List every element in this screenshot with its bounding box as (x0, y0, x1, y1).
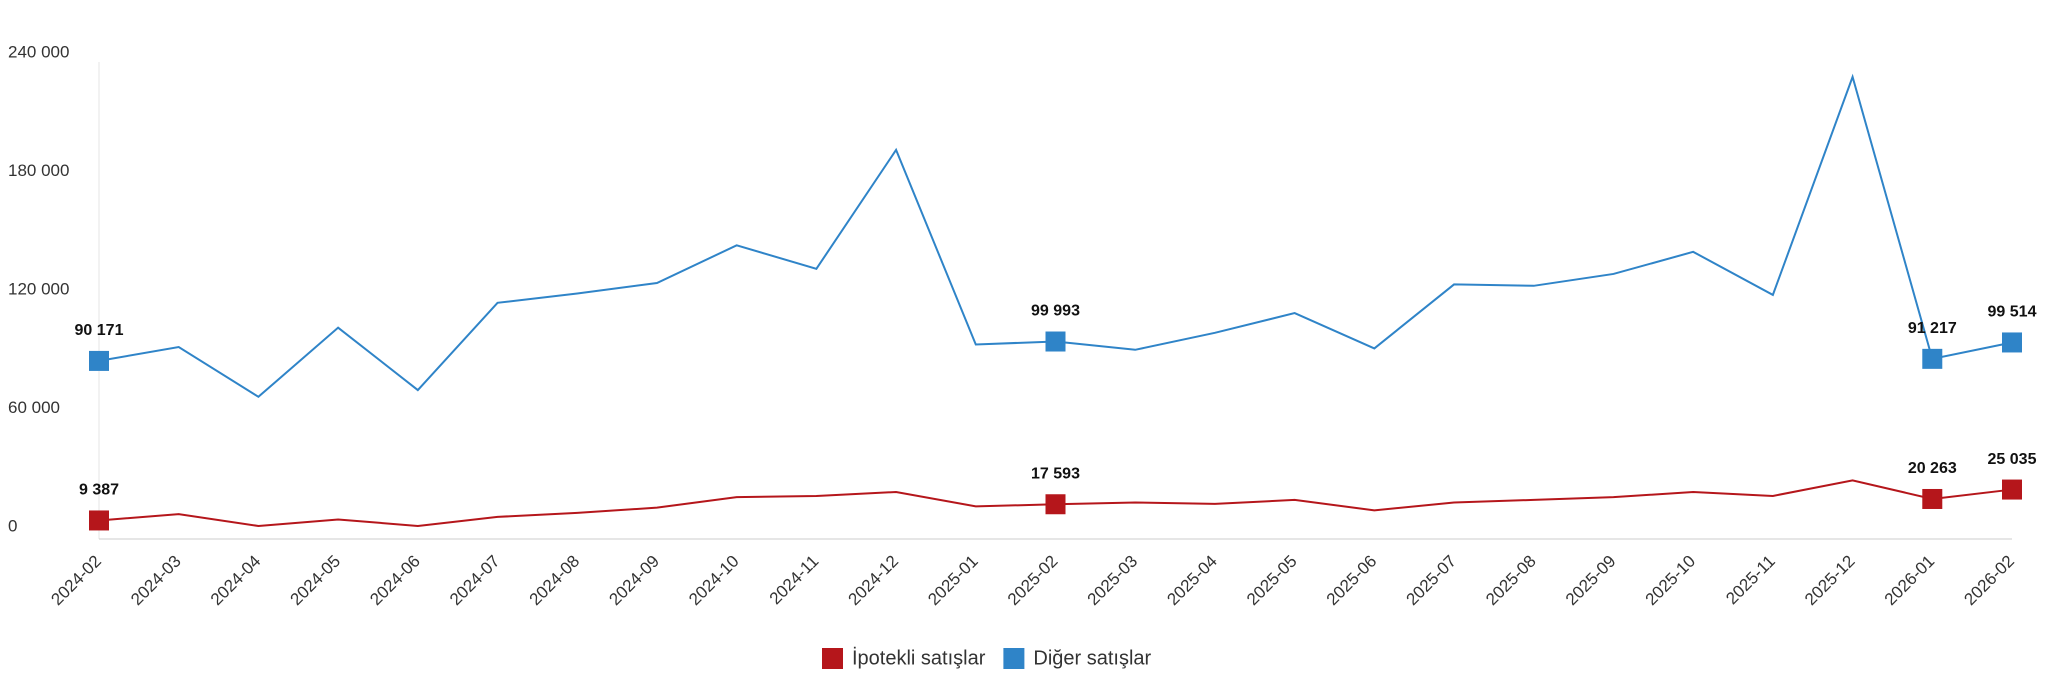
x-tick-label: 2025-12 (1801, 552, 1859, 610)
x-tick-label: 2024-04 (207, 552, 265, 610)
value-label: 99 993 (1031, 303, 1080, 320)
x-tick-label: 2025-07 (1402, 552, 1460, 610)
x-tick-label: 2024-12 (845, 552, 903, 610)
point-marker (89, 510, 109, 531)
x-tick-label: 2026-01 (1881, 552, 1939, 610)
y-tick-label: 0 (8, 516, 17, 535)
point-marker (89, 350, 109, 371)
y-tick-label: 180 000 (8, 161, 69, 180)
x-tick-label: 2025-09 (1562, 552, 1620, 610)
x-tick-label: 2025-04 (1163, 552, 1221, 610)
point-marker (2002, 479, 2022, 500)
value-label: 90 171 (75, 322, 124, 339)
x-tick-label: 2025-03 (1084, 552, 1142, 610)
value-label: 17 593 (1031, 465, 1080, 482)
legend-label: Diğer satışlar (1033, 647, 1151, 669)
x-tick-label: 2024-09 (605, 552, 663, 610)
point-marker (1045, 494, 1066, 515)
x-tick-label: 2024-05 (287, 552, 345, 610)
x-tick-label: 2024-07 (446, 552, 504, 610)
x-tick-label: 2025-08 (1482, 552, 1540, 610)
x-tick-label: 2025-06 (1323, 552, 1381, 610)
x-tick-label: 2024-10 (685, 552, 743, 610)
x-tick-label: 2024-11 (766, 552, 823, 609)
legend-label: İpotekli satışlar (852, 646, 986, 669)
value-label: 9 387 (79, 482, 119, 499)
x-tick-label: 2024-02 (47, 552, 105, 610)
point-marker (1922, 348, 1943, 369)
x-tick-label: 2026-02 (1960, 552, 2018, 610)
x-tick-label: 2025-01 (924, 552, 982, 610)
value-label: 25 035 (1988, 451, 2037, 468)
x-tick-label: 2024-08 (526, 552, 584, 610)
value-label: 99 514 (1988, 304, 2037, 321)
y-tick-label: 240 000 (8, 42, 69, 61)
x-tick-label: 2025-10 (1642, 552, 1700, 610)
y-tick-label: 120 000 (8, 279, 69, 298)
value-label: 20 263 (1908, 460, 1957, 477)
legend-swatch (1003, 648, 1025, 669)
point-marker (1045, 331, 1066, 352)
x-tick-label: 2025-02 (1004, 552, 1062, 610)
x-tick-label: 2025-05 (1243, 552, 1301, 610)
x-tick-label: 2025-11 (1722, 552, 1779, 609)
value-label: 91 217 (1908, 320, 1957, 337)
x-tick-label: 2024-06 (366, 552, 424, 610)
legend-swatch (822, 648, 843, 669)
x-tick-label: 2024-03 (127, 552, 185, 610)
point-marker (2002, 332, 2022, 353)
y-tick-label: 60 000 (8, 398, 60, 417)
point-marker (1922, 488, 1943, 509)
